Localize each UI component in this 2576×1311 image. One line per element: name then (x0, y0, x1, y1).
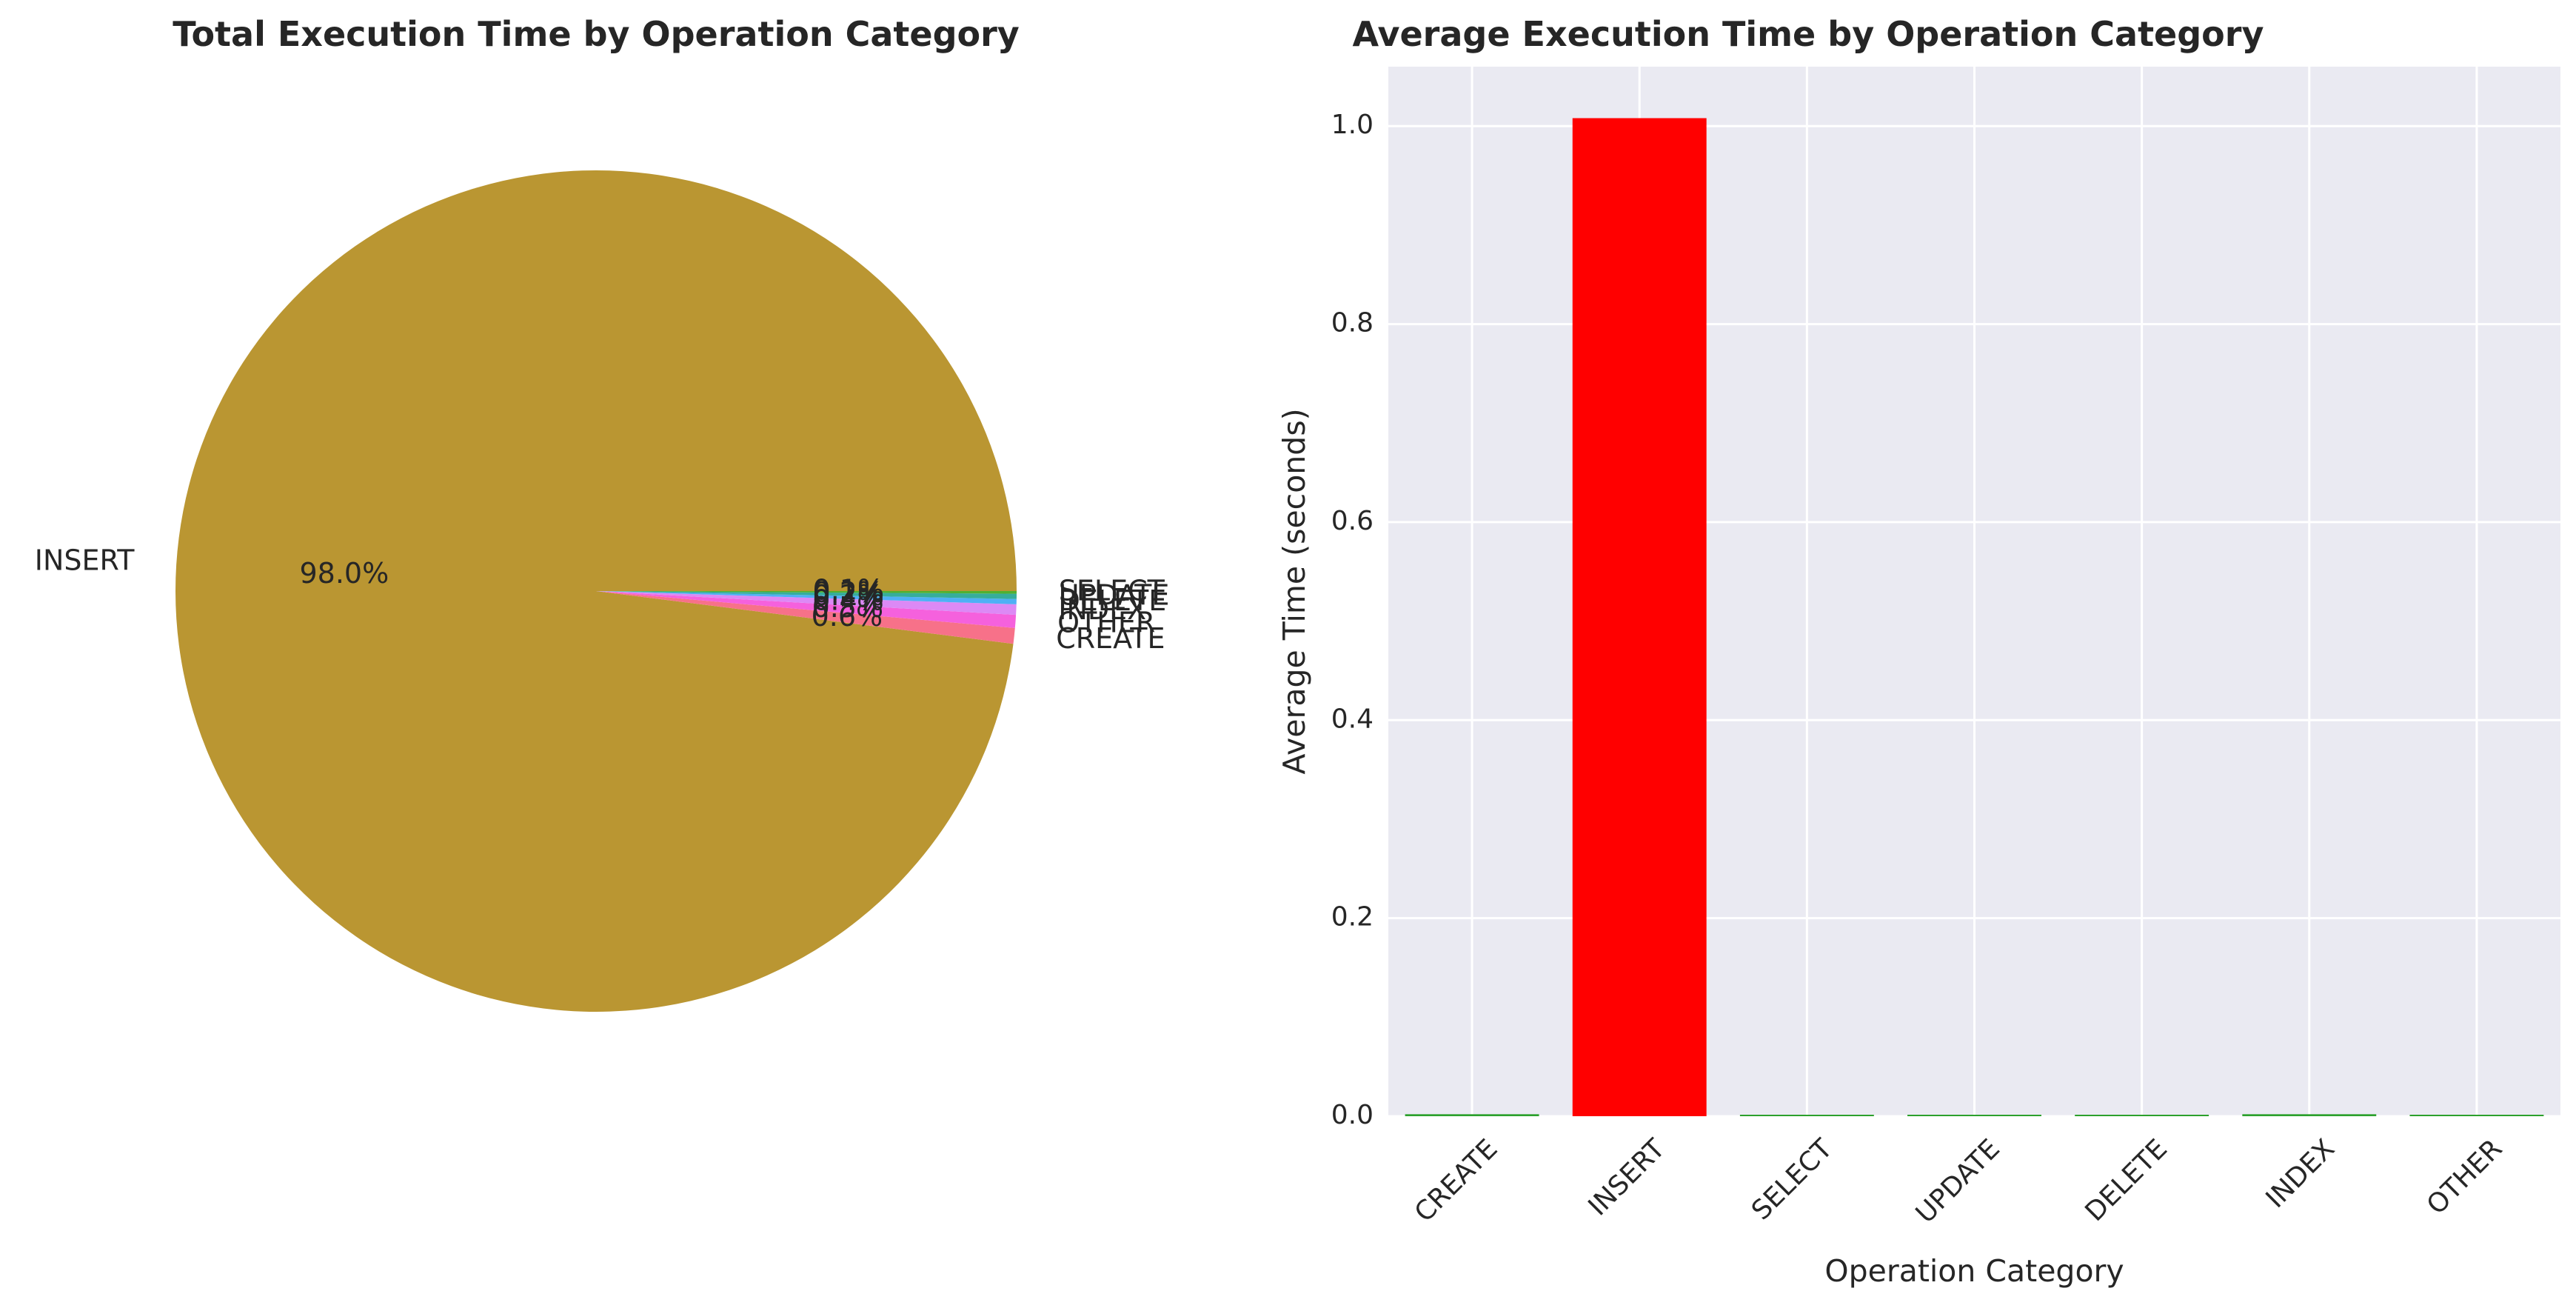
pie-slice-index (596, 591, 1017, 616)
y-tick-label: 0.6 (1331, 506, 1374, 536)
pie-label-insert: INSERT (35, 544, 135, 576)
pie-slices (175, 170, 1017, 1012)
bar-chart-title: Average Execution Time by Operation Cate… (1353, 14, 2264, 54)
pie-pct-delete: 0.2% (812, 579, 884, 612)
y-tick-label: 0.8 (1331, 308, 1374, 338)
y-axis-label: Average Time (seconds) (1277, 408, 1312, 774)
pie-pct-insert: 98.0% (300, 557, 389, 590)
pie-slice-delete (596, 591, 1017, 604)
bar-update (1907, 1115, 2041, 1116)
x-tick-label-index: INDEX (2261, 1133, 2341, 1214)
pie-slice-other (596, 591, 1017, 628)
pie-slice-create (596, 591, 1015, 644)
bar-select (1739, 1115, 1874, 1116)
pie-label-update: UPDATE (1059, 578, 1170, 611)
pie-slice-insert (175, 170, 1017, 1012)
pie-pct-index: 0.4% (812, 584, 884, 616)
y-tick-label: 0.2 (1331, 902, 1374, 933)
x-tick-label-select: SELECT (1746, 1133, 1839, 1227)
pie-label-other: OTHER (1057, 607, 1155, 639)
x-axis-label: Operation Category (1824, 1253, 2124, 1289)
pie-pct-other: 0.5% (812, 591, 884, 624)
pie-chart-title: Total Execution Time by Operation Catego… (173, 14, 1020, 54)
pie-slice-select (596, 591, 1017, 594)
bar-delete (2075, 1115, 2209, 1116)
pie-pct-create: 0.6% (812, 600, 883, 633)
x-tick-label-update: UPDATE (1910, 1133, 2006, 1229)
bar-create (1405, 1114, 1539, 1116)
pie-label-delete: DELETE (1059, 584, 1167, 617)
bar-series (1405, 118, 2544, 1117)
x-tick-label-delete: DELETE (2080, 1133, 2174, 1227)
bar-other (2409, 1115, 2544, 1116)
x-tick-labels: CREATE INSERT SELECT UPDATE DELETE INDEX OTHER (1409, 1133, 2508, 1230)
bar-insert (1572, 118, 1707, 1117)
pie-pct-update: 0.2% (812, 576, 884, 609)
pie-chart: Total Execution Time by Operation Catego… (35, 14, 1170, 1012)
y-tick-labels: 0.0 0.2 0.4 0.6 0.8 1.0 (1331, 110, 1374, 1130)
bar-chart: Average Execution Time by Operation Cate… (1277, 14, 2560, 1289)
y-tick-label: 0.0 (1331, 1100, 1374, 1130)
y-tick-label: 1.0 (1331, 110, 1374, 140)
bar-index (2242, 1114, 2377, 1116)
pie-labels: INSERT 98.0% CREATE 0.6% OTHER 0.5% INDEX 0.4% D… (35, 544, 1170, 655)
x-tick-label-insert: INSERT (1583, 1133, 1672, 1222)
pie-label-select: SELECT (1059, 574, 1165, 607)
pie-label-index: INDEX (1058, 593, 1146, 626)
y-tick-label: 0.4 (1331, 704, 1374, 734)
x-tick-label-create: CREATE (1409, 1133, 1504, 1228)
pie-slice-update (596, 591, 1017, 599)
pie-pct-select: 0.1% (813, 574, 885, 607)
pie-label-create: CREATE (1056, 622, 1165, 655)
x-tick-label-other: OTHER (2421, 1133, 2508, 1220)
